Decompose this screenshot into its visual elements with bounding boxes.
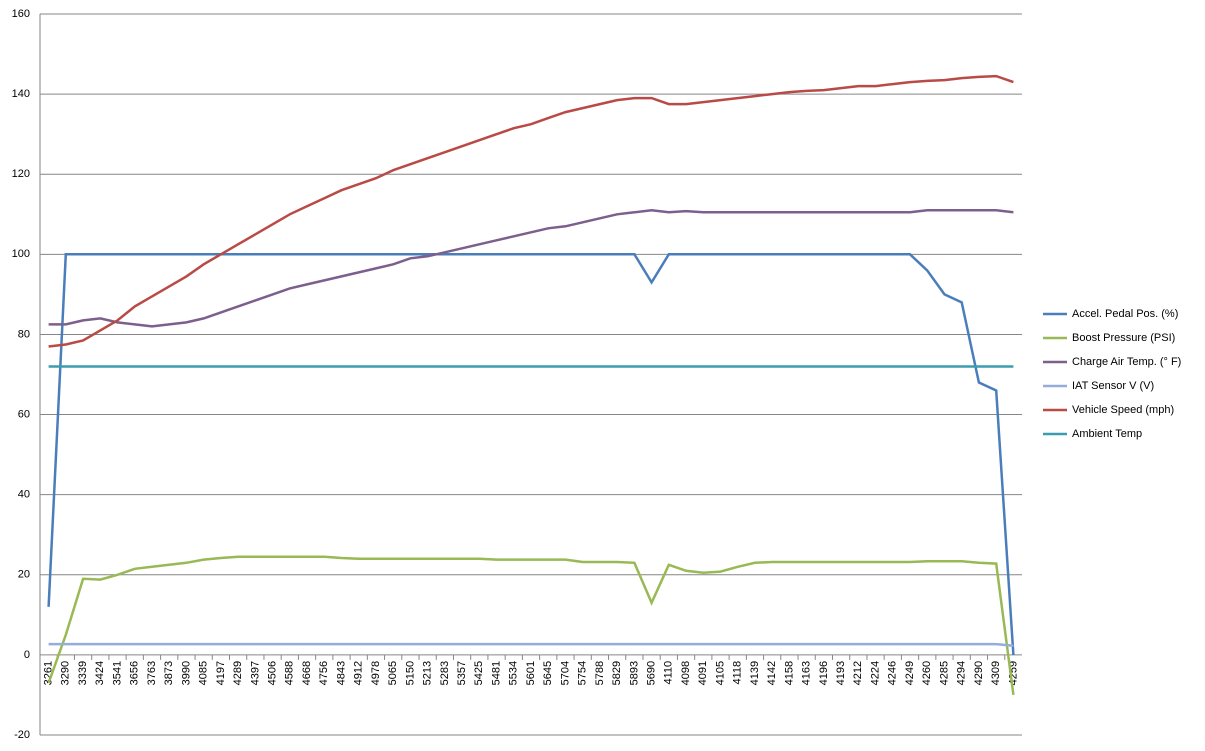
x-tick-label: 5534: [508, 661, 520, 685]
x-tick-label: 3541: [111, 661, 123, 685]
x-tick-label: 4224: [869, 661, 881, 685]
y-tick-label: 60: [18, 408, 30, 420]
legend-label: Boost Pressure (PSI): [1072, 332, 1175, 344]
legend-label: Vehicle Speed (mph): [1072, 404, 1174, 416]
x-tick-label: 4193: [835, 661, 847, 685]
x-tick-label: 5704: [559, 661, 571, 685]
x-tick-label: 4085: [198, 661, 210, 685]
x-tick-label: 4756: [318, 661, 330, 685]
x-tick-label: 5357: [456, 661, 468, 685]
x-tick-label: 3763: [146, 661, 158, 685]
x-tick-label: 4163: [801, 661, 813, 685]
x-tick-label: 5601: [525, 661, 537, 685]
x-tick-label: 4978: [370, 661, 382, 685]
x-tick-label: 3290: [60, 661, 72, 685]
x-tick-label: 5645: [542, 661, 554, 685]
x-tick-label: 5690: [646, 661, 658, 685]
x-tick-label: 4249: [904, 661, 916, 685]
legend-label: Ambient Temp: [1072, 428, 1142, 440]
x-tick-label: 4142: [766, 661, 778, 685]
y-tick-label: 20: [18, 569, 30, 581]
y-tick-label: 80: [18, 328, 30, 340]
y-tick-label: 0: [24, 649, 30, 661]
legend-label: Charge Air Temp. (° F): [1072, 356, 1181, 368]
y-tick-label: 100: [12, 248, 30, 260]
x-tick-label: 5893: [628, 661, 640, 685]
series-line: [48, 642, 1014, 647]
series-line: [48, 74, 1014, 348]
x-tick-label: 4091: [697, 661, 709, 685]
x-tick-label: 5283: [439, 661, 451, 685]
x-tick-label: 4246: [887, 661, 899, 685]
legend-label: Accel. Pedal Pos. (%): [1072, 308, 1178, 320]
series-line: [48, 209, 1014, 328]
x-tick-label: 5213: [422, 661, 434, 685]
x-tick-label: 5829: [611, 661, 623, 685]
x-tick-label: 3339: [77, 661, 89, 685]
x-tick-label: 4843: [335, 661, 347, 685]
x-tick-label: 4197: [215, 661, 227, 685]
x-tick-label: 3656: [129, 661, 141, 685]
legend-label: IAT Sensor V (V): [1072, 380, 1154, 392]
x-tick-label: 4196: [818, 661, 830, 685]
x-tick-label: 4588: [284, 661, 296, 685]
x-tick-label: 4289: [232, 661, 244, 685]
x-tick-label: 3261: [43, 661, 55, 685]
x-tick-label: 3873: [163, 661, 175, 685]
x-tick-label: 4158: [783, 661, 795, 685]
series-line: [47, 555, 1015, 696]
y-tick-label: 140: [12, 88, 30, 100]
x-tick-label: 4668: [301, 661, 313, 685]
x-tick-label: 5481: [490, 661, 502, 685]
x-tick-label: 5754: [577, 661, 589, 685]
x-tick-label: 5065: [387, 661, 399, 685]
y-tick-label: 160: [12, 8, 30, 20]
x-tick-label: 5150: [404, 661, 416, 685]
x-tick-label: 4105: [714, 661, 726, 685]
x-tick-label: 3990: [180, 661, 192, 685]
x-tick-label: 4139: [749, 661, 761, 685]
x-tick-label: 4110: [663, 661, 675, 685]
x-tick-label: 4506: [266, 661, 278, 685]
x-tick-label: 4290: [973, 661, 985, 685]
y-tick-label: -20: [14, 729, 30, 741]
series-line: [47, 253, 1015, 655]
y-tick-label: 120: [12, 168, 30, 180]
x-tick-label: 4260: [921, 661, 933, 685]
x-tick-label: 5788: [594, 661, 606, 685]
y-tick-label: 40: [18, 489, 30, 501]
x-tick-label: 4912: [353, 661, 365, 685]
x-tick-label: 4294: [956, 661, 968, 685]
x-tick-label: 4118: [732, 661, 744, 685]
x-tick-label: 4309: [990, 661, 1002, 685]
x-tick-label: 5425: [473, 661, 485, 685]
x-tick-label: 4212: [852, 661, 864, 685]
x-tick-label: 4397: [249, 661, 261, 685]
x-tick-label: 3424: [94, 661, 106, 685]
x-tick-label: 4098: [680, 661, 692, 685]
x-tick-label: 4285: [938, 661, 950, 685]
